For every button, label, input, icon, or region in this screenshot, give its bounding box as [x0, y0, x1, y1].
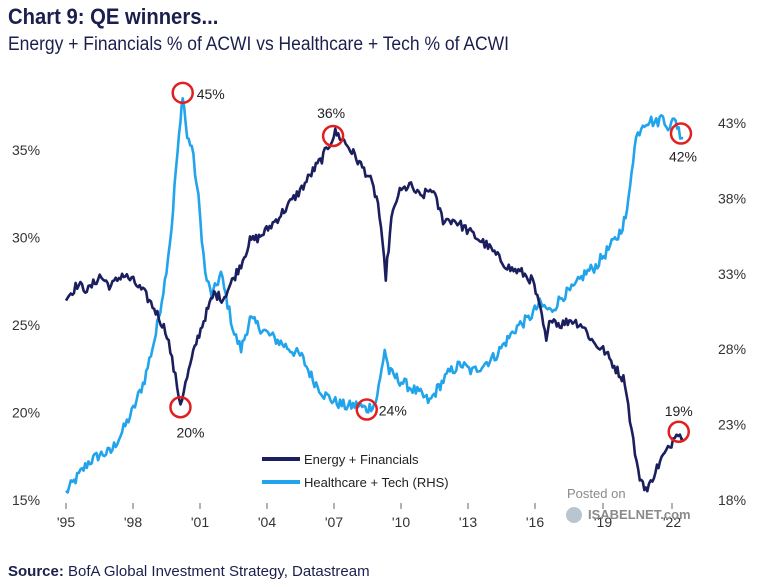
x-tick-label: '22 [663, 514, 681, 530]
watermark-site: ISABELNET.com [588, 507, 691, 522]
y-left-tick-label: 15% [12, 492, 40, 508]
x-tick-label: '95 [57, 514, 75, 530]
x-tick-label: '16 [526, 514, 544, 530]
y-right-tick-label: 18% [718, 492, 746, 508]
annotation-label: 24% [379, 403, 407, 419]
series-layer [64, 97, 684, 494]
y-left-tick-label: 30% [12, 230, 40, 246]
x-tick-label: '07 [325, 514, 343, 530]
y-right-tick-label: 43% [718, 115, 746, 131]
y-right-tick-label: 23% [718, 417, 746, 433]
x-tick-label: '04 [258, 514, 276, 530]
chart-subtitle: Energy + Financials % of ACWI vs Healthc… [8, 34, 509, 55]
legend: Energy + Financials Healthcare + Tech (R… [262, 452, 449, 490]
legend-label-healthcare-tech: Healthcare + Tech (RHS) [304, 475, 449, 490]
x-tick-label: '01 [191, 514, 209, 530]
x-tick-label: '19 [594, 514, 612, 530]
watermark-posted-on: Posted on [567, 486, 626, 501]
annotation-label: 45% [197, 86, 225, 102]
y-right-tick-label: 33% [718, 266, 746, 282]
watermark: Posted on ISABELNET.com [566, 486, 691, 523]
annotation-circle [321, 124, 345, 148]
annotation-circle [171, 81, 194, 105]
y-right-tick-label: 38% [718, 190, 746, 206]
annotation-circle [667, 420, 690, 443]
y-left-tick-label: 20% [12, 405, 40, 421]
annotation-layer: 45% 20% 36% 24% 42% 19% [169, 81, 697, 443]
source-text: BofA Global Investment Strategy, Datastr… [68, 563, 370, 580]
source-note: Source: BofA Global Investment Strategy,… [8, 563, 370, 580]
annotation-label: 42% [669, 149, 697, 165]
source-label: Source: [8, 563, 64, 580]
x-tick-label: '13 [459, 514, 477, 530]
x-tick-label: '10 [392, 514, 410, 530]
x-tick-label: '98 [124, 514, 142, 530]
annotation-circle [669, 122, 693, 145]
annotation-label: 36% [317, 105, 345, 121]
series-line-energy-financials [64, 127, 684, 493]
series-line-healthcare-tech [65, 97, 684, 494]
isabelnet-logo-icon [566, 507, 582, 523]
y-right-tick-label: 28% [718, 341, 746, 357]
annotation-label: 20% [176, 424, 204, 440]
y-left-tick-label: 25% [12, 317, 40, 333]
legend-label-energy-financials: Energy + Financials [304, 452, 419, 467]
y-left-tick-label: 35% [12, 142, 40, 158]
annotation-circle [169, 396, 192, 419]
annotation-circle [355, 398, 379, 421]
axes: '95 '98 '01 '04 '07 '10 '13 '16 '19 '22 15% 20% 25% 3… [12, 115, 746, 530]
annotation-label: 19% [665, 403, 693, 419]
chart-title: Chart 9: QE winners... [8, 4, 219, 29]
